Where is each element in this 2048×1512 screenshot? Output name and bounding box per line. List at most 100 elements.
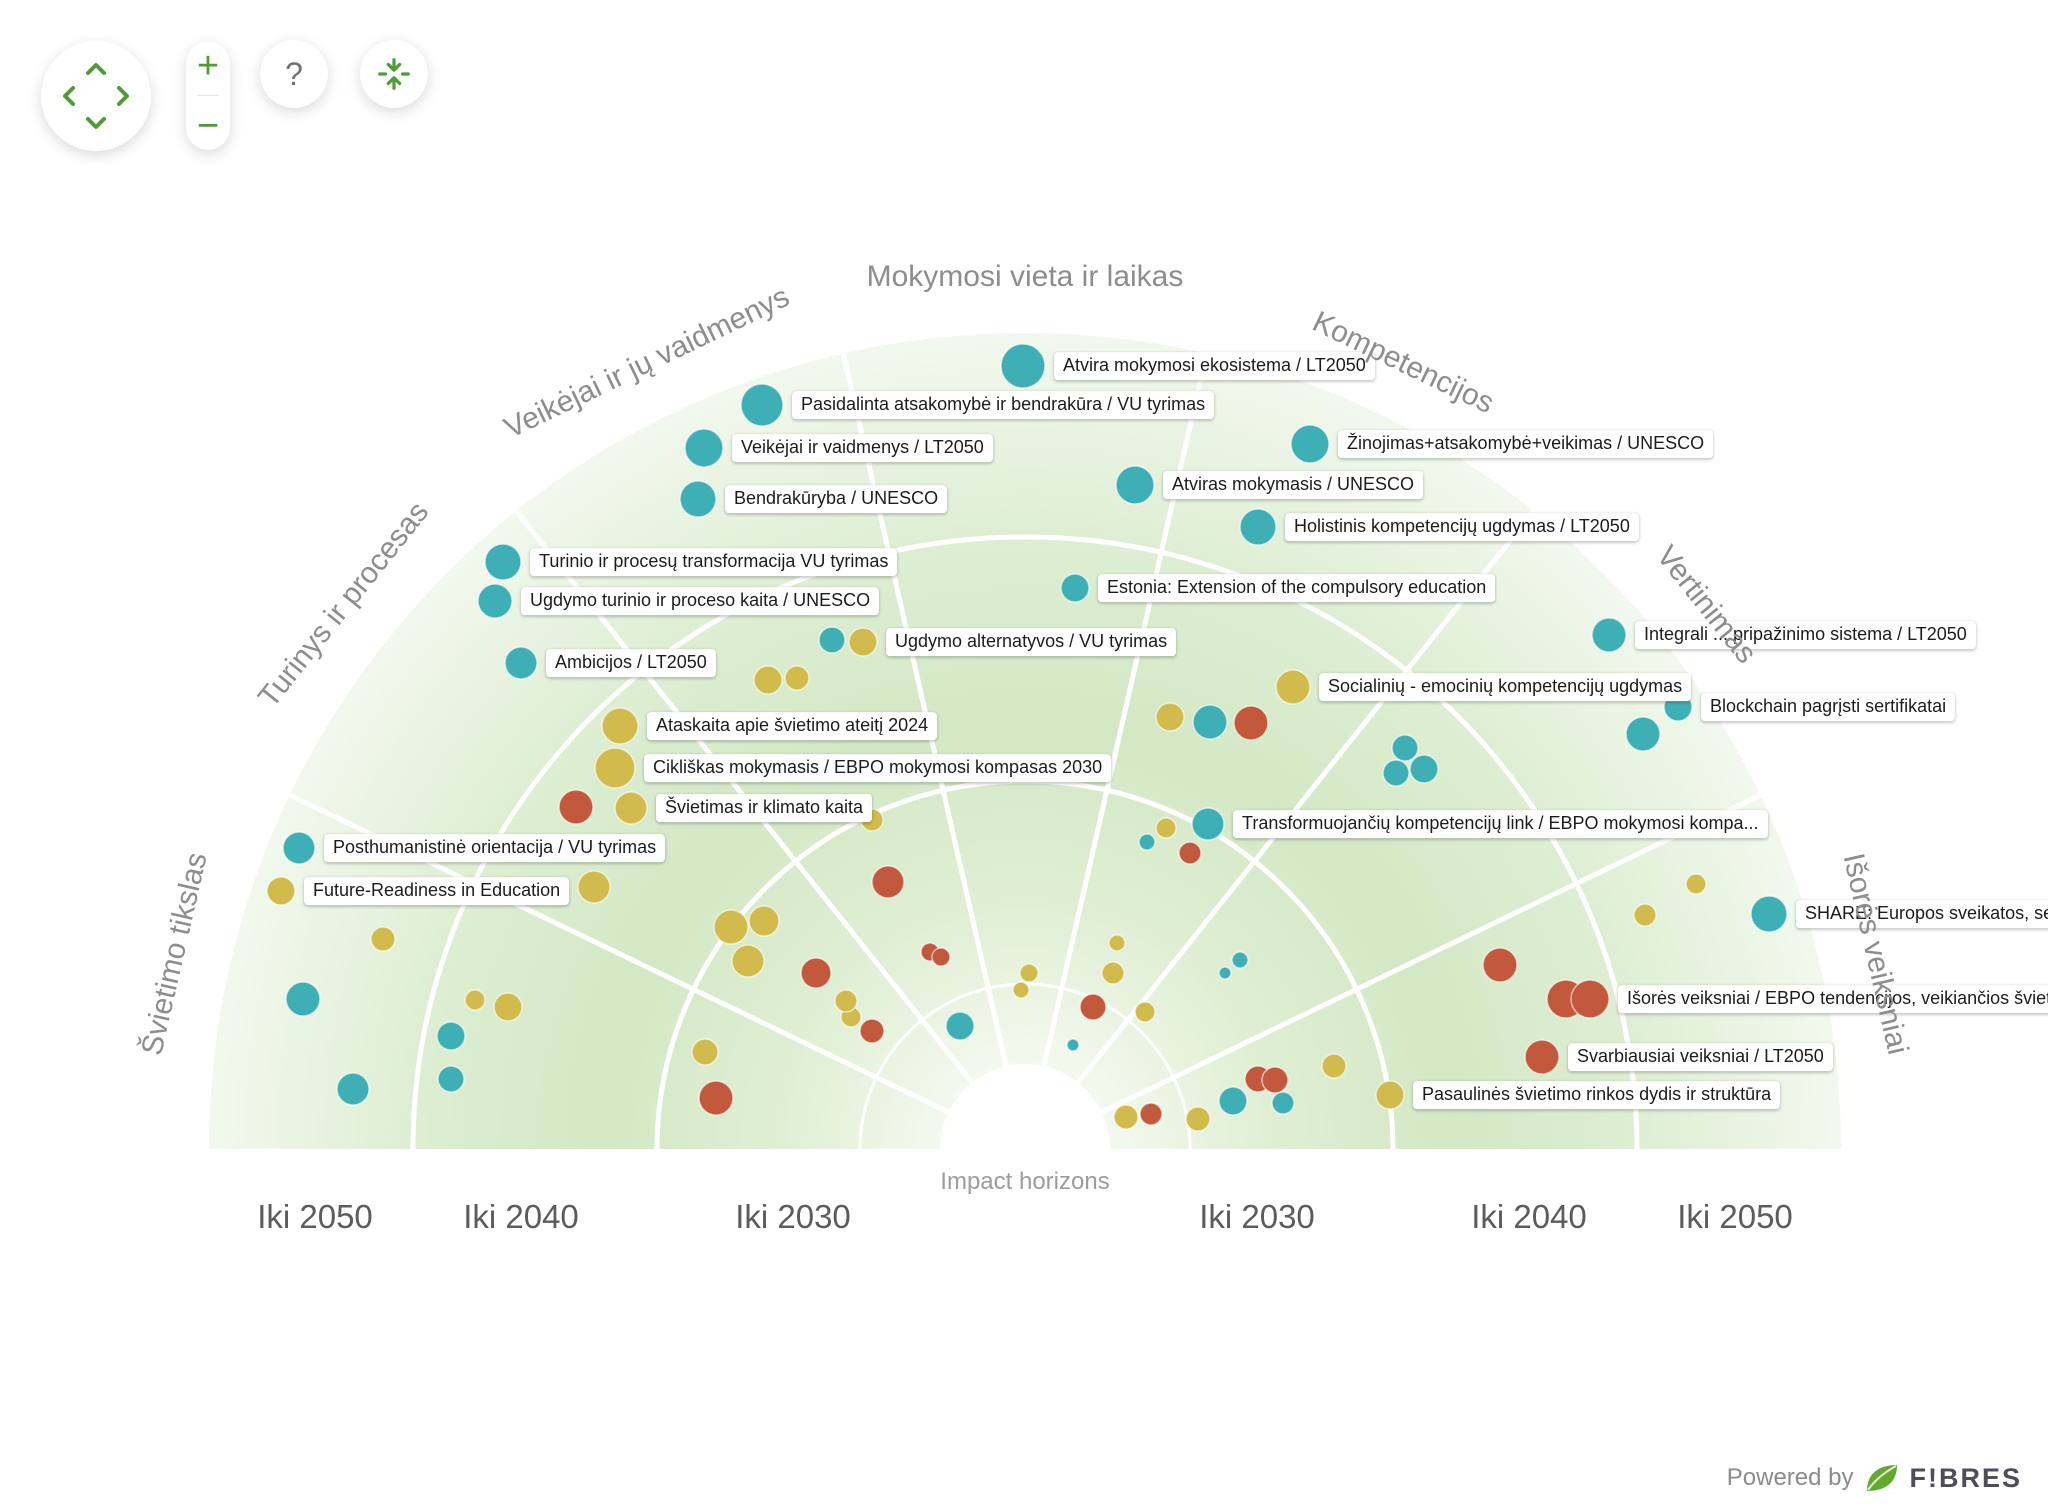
trend-dot[interactable] [1625,716,1661,752]
trend-dot[interactable] [1113,1104,1139,1130]
fit-screen-button[interactable] [360,40,428,108]
point-label[interactable]: Bendrakūryba / UNESCO [725,485,948,513]
trend-dot[interactable] [698,1080,734,1116]
trend-dot[interactable] [1012,981,1030,999]
trend-dot[interactable] [1218,966,1232,980]
pan-left-icon[interactable] [63,86,75,106]
trend-dot[interactable] [577,870,611,904]
trend-dot[interactable] [1060,573,1090,603]
trend-dot[interactable] [285,981,321,1017]
trend-dot[interactable] [1239,508,1277,546]
point-label[interactable]: Pasidalinta atsakomybė ir bendrakūra / V… [792,391,1215,419]
trend-dot[interactable] [834,989,858,1013]
trend-dot[interactable] [493,992,523,1022]
pan-right-icon[interactable] [117,86,129,106]
trend-dot[interactable] [748,905,780,937]
trend-dot[interactable] [1155,817,1177,839]
trend-dot[interactable] [558,789,594,825]
trend-dot[interactable] [1375,1080,1405,1110]
zoom-in-button[interactable]: + [196,45,220,88]
point-label[interactable]: Ugdymo alternatyvos / VU tyrimas [886,628,1177,656]
trend-dot[interactable] [713,909,749,945]
trend-dot[interactable] [871,865,905,899]
trend-dot[interactable] [800,957,832,989]
point-label[interactable]: Veikėjai ir vaidmenys / LT2050 [732,434,993,462]
point-label[interactable]: Atviras mokymasis / UNESCO [1163,471,1424,499]
pan-down-icon[interactable] [86,117,106,129]
trend-dot[interactable] [1155,702,1185,732]
point-label[interactable]: Integrali ... pripažinimo sistema / LT20… [1635,621,1976,649]
trend-dot[interactable] [1261,1066,1289,1094]
trend-dot[interactable] [484,543,522,581]
point-label[interactable]: Transformuojančių kompetencijų link / EB… [1233,810,1768,838]
trend-dot[interactable] [1115,465,1155,505]
trend-dot[interactable] [1231,951,1249,969]
trend-dot[interactable] [1685,873,1707,895]
trend-dot[interactable] [477,583,513,619]
point-label[interactable]: Svarbiausiai veiksniai / LT2050 [1568,1043,1833,1071]
trend-dot[interactable] [1570,979,1610,1019]
point-label[interactable]: Žinojimas+atsakomybė+veikimas / UNESCO [1338,430,1714,458]
trend-dot[interactable] [753,665,783,695]
point-label[interactable]: Socialinių - emocinių kompetencijų ugdym… [1319,673,1692,701]
trend-dot[interactable] [848,627,878,657]
point-label[interactable]: Atvira mokymosi ekosistema / LT2050 [1054,352,1375,380]
trend-dot[interactable] [437,1065,465,1093]
trend-dot[interactable] [1178,841,1202,865]
trend-dot[interactable] [1382,759,1410,787]
trend-dot[interactable] [931,947,951,967]
point-label[interactable]: Cikliškas mokymasis / EBPO mokymosi komp… [644,754,1112,782]
trend-dot[interactable] [784,665,810,691]
pan-up-icon[interactable] [86,63,106,75]
trend-dot[interactable] [1079,993,1107,1021]
trend-dot[interactable] [1524,1039,1560,1075]
trend-dot[interactable] [1482,947,1518,983]
point-label[interactable]: Turinio ir procesų transformacija VU tyr… [530,548,898,576]
trend-dot[interactable] [1108,934,1126,952]
point-label[interactable]: Ugdymo turinio ir proceso kaita / UNESCO [521,587,880,615]
point-label[interactable]: Holistinis kompetencijų ugdymas / LT2050 [1285,513,1639,541]
point-label[interactable]: Švietimas ir klimato kaita [656,794,873,822]
trend-dot[interactable] [1000,343,1046,389]
point-label[interactable]: Ambicijos / LT2050 [546,649,716,677]
trend-dot[interactable] [464,989,486,1011]
help-button[interactable]: ? [260,40,328,108]
trend-dot[interactable] [818,626,846,654]
trend-dot[interactable] [731,944,765,978]
trend-dot[interactable] [336,1072,370,1106]
point-label[interactable]: SHARE: Europos sveikatos, senėj... [1796,900,2048,928]
trend-dot[interactable] [1218,1086,1248,1116]
trend-dot[interactable] [1019,963,1039,983]
trend-dot[interactable] [266,876,296,906]
point-label[interactable]: Estonia: Extension of the compulsory edu… [1098,574,1496,602]
trend-dot[interactable] [1591,617,1627,653]
trend-dot[interactable] [1192,704,1228,740]
trend-dot[interactable] [1138,833,1156,851]
trend-dot[interactable] [859,1018,885,1044]
point-label[interactable]: Išorės veiksniai / EBPO tendencijos, vei… [1618,985,2048,1013]
trend-dot[interactable] [1409,754,1439,784]
trend-dot[interactable] [1290,424,1330,464]
trend-dot[interactable] [282,831,316,865]
trend-dot[interactable] [1633,903,1657,927]
trend-dot[interactable] [504,646,538,680]
trend-dot[interactable] [1139,1102,1163,1126]
zoom-out-button[interactable]: − [196,104,220,147]
trend-dot[interactable] [1271,1091,1295,1115]
trend-dot[interactable] [945,1011,975,1041]
trend-dot[interactable] [370,926,396,952]
trend-dot[interactable] [740,383,784,427]
trend-dot[interactable] [436,1021,466,1051]
trend-dot[interactable] [1275,669,1311,705]
trend-dot[interactable] [1191,807,1225,841]
point-label[interactable]: Future-Readiness in Education [304,877,570,905]
trend-dot[interactable] [594,747,636,789]
trend-dot[interactable] [614,791,648,825]
pan-control[interactable] [41,41,151,151]
trend-dot[interactable] [1321,1053,1347,1079]
trend-dot[interactable] [1101,961,1125,985]
trend-dot[interactable] [601,707,639,745]
point-label[interactable]: Ataskaita apie švietimo ateitį 2024 [647,712,938,740]
trend-dot[interactable] [1750,895,1788,933]
trend-dot[interactable] [679,480,717,518]
